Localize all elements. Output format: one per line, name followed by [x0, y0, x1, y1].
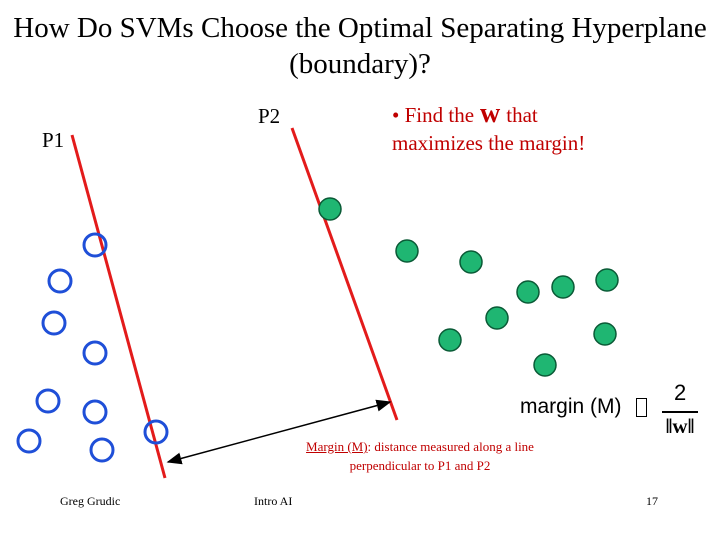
hyperplane-p1-line: [70, 134, 167, 479]
class-b-point: [516, 280, 540, 304]
footer-page-number: 17: [646, 494, 658, 508]
class-b-point: [593, 322, 617, 346]
footer-course: Intro AI: [254, 494, 293, 508]
class-a-point: [82, 340, 108, 366]
fraction-bar: [662, 411, 698, 413]
p1-label: P1: [42, 128, 65, 152]
class-a-point: [89, 437, 115, 463]
bullet-w-symbol: w: [480, 98, 501, 129]
class-b-point: [395, 239, 419, 263]
class-a-point: [82, 399, 108, 425]
hyperplane-p2-line: [290, 127, 399, 421]
slide-title: How Do SVMs Choose the Optimal Separatin…: [13, 12, 707, 80]
margin-term: Margin (M): [306, 439, 368, 454]
class-b-point: [533, 353, 557, 377]
bullet-point: • Find the w that maximizes the margin!: [392, 100, 692, 157]
bullet-line2: maximizes the margin!: [392, 131, 586, 155]
margin-arrow: [166, 399, 392, 465]
class-a-point: [16, 428, 42, 454]
class-a-point: [143, 419, 169, 445]
margin-definition: : distance measured along a line perpend…: [349, 439, 534, 473]
margin-formula-numerator: 2: [674, 380, 687, 405]
class-a-point: [41, 310, 67, 336]
class-a-point: [35, 388, 61, 414]
class-a-point: [47, 268, 73, 294]
footer-author: Greg Grudic: [60, 494, 121, 508]
margin-formula-denominator: ‖w‖: [665, 414, 695, 438]
bullet-suffix: that: [506, 103, 538, 127]
class-b-point: [459, 250, 483, 274]
class-b-point: [318, 197, 342, 221]
class-a-point: [82, 232, 108, 258]
margin-annotation: Margin (M): distance measured along a li…: [290, 437, 550, 475]
class-b-point: [595, 268, 619, 292]
class-b-point: [485, 306, 509, 330]
p2-label: P2: [258, 104, 281, 128]
missing-symbol-box: [636, 398, 647, 417]
margin-formula-lhs: margin (M): [520, 395, 622, 418]
bullet-prefix: • Find the: [392, 103, 475, 127]
class-b-point: [551, 275, 575, 299]
class-b-point: [438, 328, 462, 352]
